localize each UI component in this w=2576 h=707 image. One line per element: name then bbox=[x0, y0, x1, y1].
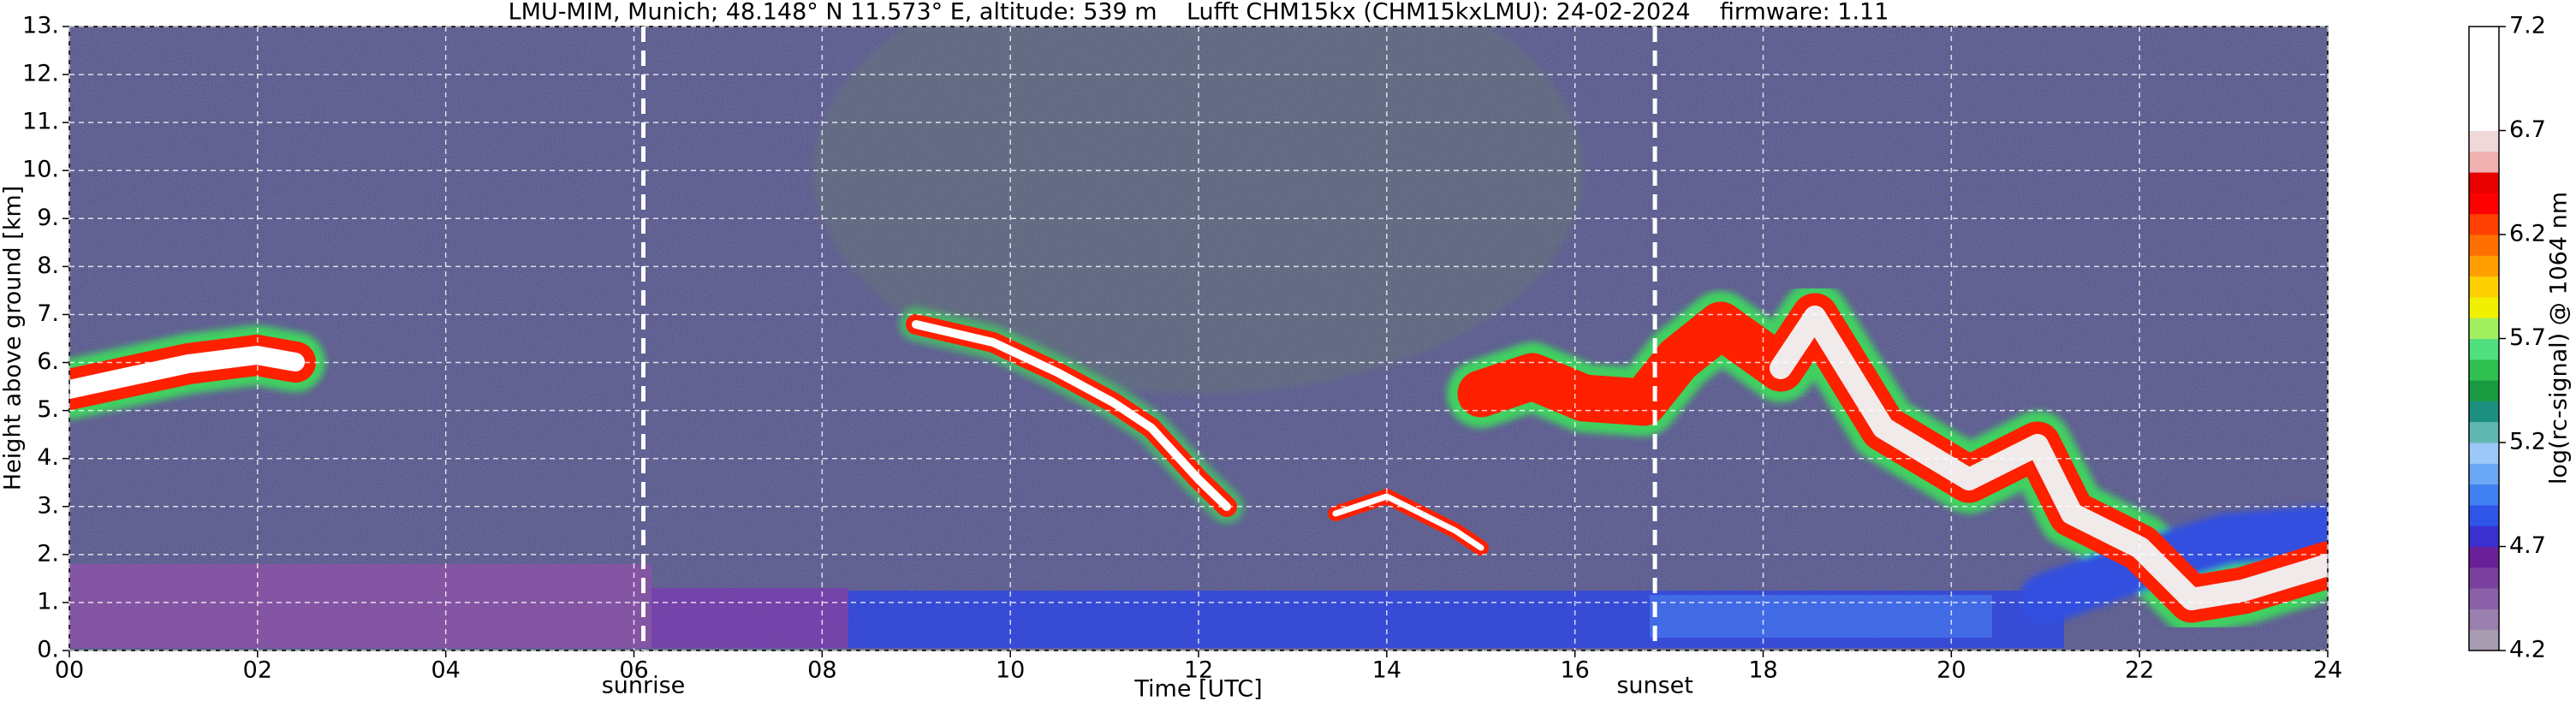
colorbar-segment bbox=[2469, 88, 2499, 110]
colorbar-segment bbox=[2469, 130, 2499, 152]
colorbar-segment bbox=[2469, 235, 2499, 256]
colorbar-tick-label: 6.2 bbox=[2509, 221, 2546, 247]
colorbar-segment bbox=[2469, 380, 2499, 401]
y-tick-label: 4. bbox=[37, 444, 59, 471]
x-tick-label: 24 bbox=[2313, 657, 2342, 684]
colorbar-segment bbox=[2469, 193, 2499, 215]
colorbar-segment bbox=[2469, 629, 2499, 651]
y-tick-label: 2. bbox=[37, 540, 59, 567]
aerosol-layer bbox=[1650, 595, 1992, 638]
colorbar-segment bbox=[2469, 255, 2499, 277]
y-tick-label: 9. bbox=[37, 205, 59, 231]
colorbar-segment bbox=[2469, 47, 2499, 69]
y-tick-label: 5. bbox=[37, 396, 59, 423]
x-tick-label: 14 bbox=[1372, 657, 1401, 684]
aerosol-layer bbox=[651, 588, 848, 648]
colorbar-segment bbox=[2469, 110, 2499, 131]
colorbar-segment bbox=[2469, 318, 2499, 339]
y-tick-label: 3. bbox=[37, 492, 59, 519]
colorbar-segment bbox=[2469, 276, 2499, 298]
x-tick-label: 10 bbox=[996, 657, 1025, 684]
y-tick-label: 10. bbox=[22, 157, 59, 183]
y-tick-label: 13. bbox=[22, 13, 59, 39]
colorbar-segment bbox=[2469, 172, 2499, 193]
y-tick-label: 8. bbox=[37, 253, 59, 279]
colorbar-tick-label: 4.2 bbox=[2509, 637, 2546, 663]
colorbar-segment bbox=[2469, 68, 2499, 90]
colorbar-segment bbox=[2469, 463, 2499, 485]
colorbar-segment bbox=[2469, 526, 2499, 547]
annotation-label: sunrise bbox=[602, 673, 686, 699]
y-axis-label: Height above ground [km] bbox=[0, 186, 27, 490]
y-tick-label: 6. bbox=[37, 348, 59, 375]
colorbar-tick-label: 7.2 bbox=[2509, 13, 2546, 39]
y-tick-label: 12. bbox=[22, 61, 59, 87]
aerosol-layer bbox=[69, 564, 651, 648]
colorbar-label: log(rc-signal) @ 1064 nm bbox=[2546, 192, 2573, 484]
colorbar-tick-label: 5.2 bbox=[2509, 429, 2546, 455]
colorbar-segment bbox=[2469, 421, 2499, 443]
x-tick-label: 20 bbox=[1936, 657, 1966, 684]
colorbar-segment bbox=[2469, 338, 2499, 360]
colorbar-segment bbox=[2469, 27, 2499, 48]
x-tick-label: 08 bbox=[807, 657, 836, 684]
colorbar-segment bbox=[2469, 588, 2499, 609]
colorbar-segment bbox=[2469, 504, 2499, 526]
x-tick-label: 18 bbox=[1748, 657, 1777, 684]
colorbar-tick-label: 5.7 bbox=[2509, 324, 2546, 351]
x-tick-label: 00 bbox=[55, 657, 84, 684]
y-tick-label: 0. bbox=[37, 637, 59, 663]
colorbar-segment bbox=[2469, 567, 2499, 589]
x-tick-label: 06 bbox=[619, 657, 648, 684]
x-tick-label: 16 bbox=[1560, 657, 1589, 684]
colorbar-segment bbox=[2469, 213, 2499, 235]
colorbar-segment bbox=[2469, 609, 2499, 631]
colorbar-tick-label: 4.7 bbox=[2509, 532, 2546, 559]
x-tick-label: 12 bbox=[1184, 657, 1213, 684]
annotation-label: sunset bbox=[1616, 673, 1693, 699]
colorbar-segment bbox=[2469, 546, 2499, 568]
x-tick-label: 22 bbox=[2125, 657, 2154, 684]
colorbar-segment bbox=[2469, 401, 2499, 423]
colorbar-segment bbox=[2469, 359, 2499, 381]
colorbar-segment bbox=[2469, 443, 2499, 464]
chart-title: LMU-MIM, Munich; 48.148° N 11.573° E, al… bbox=[509, 0, 1889, 26]
colorbar-segment bbox=[2469, 296, 2499, 318]
colorbar-segment bbox=[2469, 151, 2499, 173]
x-tick-label: 02 bbox=[243, 657, 272, 684]
x-tick-label: 04 bbox=[431, 657, 460, 684]
y-tick-label: 7. bbox=[37, 300, 59, 327]
colorbar-segment bbox=[2469, 484, 2499, 506]
y-tick-label: 1. bbox=[37, 588, 59, 615]
y-tick-label: 11. bbox=[22, 109, 59, 135]
x-axis-label: Time [UTC] bbox=[1133, 676, 1262, 703]
colorbar-tick-label: 6.7 bbox=[2509, 116, 2546, 143]
